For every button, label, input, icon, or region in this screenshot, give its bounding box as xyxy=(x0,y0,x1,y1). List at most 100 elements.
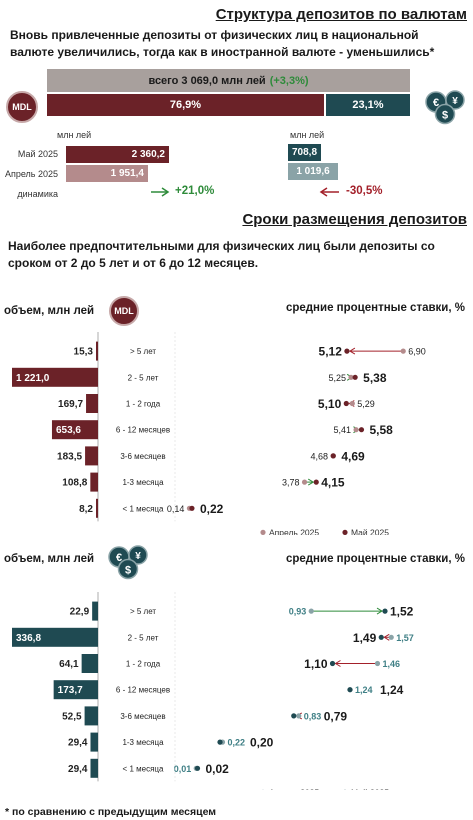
fx-rate-arrowhead xyxy=(383,633,390,641)
mdl-term-chart: 15,3 > 5 лет 1 221,0 2 - 5 лет 169,7 1 - 2 го… xyxy=(12,332,426,535)
mdl-rate-label-may: 5,38 xyxy=(363,371,387,385)
section2-title: Сроки размещения депозитов xyxy=(242,211,467,228)
mdl-volume-label: 653,6 xyxy=(56,425,81,436)
mdl-volume-bar xyxy=(90,472,98,492)
mdl-rate-label-apr: 6,90 xyxy=(408,347,426,357)
mdl-may-bar: 2 360,2 xyxy=(66,146,169,163)
mdl-category-label: > 5 лет xyxy=(130,347,156,356)
mdl-legend-may: Май 2025 xyxy=(351,527,389,535)
fx-rates-title: средние процентные ставки, % xyxy=(285,553,465,565)
mdl-volume-label: 8,2 xyxy=(79,504,93,515)
mdl-rate-label-may: 4,69 xyxy=(341,449,365,463)
section1-lead: Вновь привлеченные депозиты от физически… xyxy=(10,28,435,59)
mdl-legend-apr: Апрель 2025 xyxy=(269,527,319,535)
fx-rate-label-may: 0,79 xyxy=(324,709,348,723)
mdl-rate-arrowhead xyxy=(348,347,356,355)
mdl-rate-dot-apr xyxy=(301,479,308,485)
mdl-badge-icon-2: MDL xyxy=(109,296,139,326)
fx-volume-label: 52,5 xyxy=(62,711,82,722)
mdl-rate-dot-may xyxy=(344,348,350,354)
fx-volume-bar xyxy=(53,680,98,700)
fx-category-label: 1-3 месяца xyxy=(122,738,164,747)
mdl-category-label: 1-3 месяца xyxy=(122,478,164,487)
mdl-volume-label: 108,8 xyxy=(62,478,87,489)
fx-rate-label-may: 1,52 xyxy=(390,605,414,619)
fx-rate-label-apr: 0,93 xyxy=(289,607,307,617)
fx-rate-label-apr: 1,24 xyxy=(355,685,373,695)
currency-coins-icon: € ¥ $ xyxy=(425,90,465,125)
mdl-category-label: < 1 месяца xyxy=(123,504,164,513)
fx-rate-label-apr: 0,22 xyxy=(228,738,246,748)
fx-rate-dot-apr xyxy=(308,608,314,614)
fx-may-value: 708,8 xyxy=(291,147,318,158)
mdl-category-label: 1 - 2 года xyxy=(126,400,161,409)
share-bar-fx: 23,1% xyxy=(326,94,410,116)
mdl-rate-label-apr: 3,78 xyxy=(282,478,300,488)
fx-rate-label-apr: 0,01 xyxy=(174,764,192,774)
mdl-may-value: 2 360,2 xyxy=(131,149,165,160)
mdl-rate-dot-may xyxy=(313,479,319,485)
share-bar-mdl: 76,9% xyxy=(47,94,324,116)
mdl-rate-label-apr: 5,29 xyxy=(357,399,375,409)
fx-volume-bar xyxy=(90,758,98,778)
fx-term-chart: 22,9 > 5 лет 336,8 2 - 5 лет 64,1 1 - 2 года 1… xyxy=(12,592,414,790)
arrow-down-left-icon xyxy=(319,187,339,197)
fx-rate-label-may: 0,20 xyxy=(250,736,274,750)
mdl-volume-bar xyxy=(12,367,98,387)
fx-category-label: 1 - 2 года xyxy=(126,660,161,669)
fx-category-label: < 1 месяца xyxy=(123,764,164,773)
total-bar: всего 3 069,0 млн лей (+3,3%) xyxy=(47,69,410,92)
mdl-rate-label-apr: 4,68 xyxy=(310,451,328,461)
mdl-rate-arrowhead xyxy=(307,478,315,486)
fx-category-label: 6 - 12 месяцев xyxy=(116,686,170,695)
mdl-rate-dot-apr xyxy=(400,348,406,354)
fx-rate-dot-may xyxy=(291,713,297,719)
fx-volume-bar xyxy=(12,627,98,647)
arrow-up-right-icon xyxy=(151,187,170,197)
svg-text:$: $ xyxy=(125,565,131,577)
mdl-rate-dot-may xyxy=(330,453,336,459)
mdl-badge-icon: MDL xyxy=(6,91,38,123)
fx-rate-label-apr: 0,83 xyxy=(304,711,322,721)
svg-text:€: € xyxy=(116,552,122,564)
mdl-volume-label: 15,3 xyxy=(74,347,94,358)
fx-apr-bar: 1 019,6 xyxy=(288,163,338,180)
fx-rate-arrowhead xyxy=(376,607,383,615)
share-mdl-label: 76,9% xyxy=(169,99,202,111)
fx-rate-dot-apr xyxy=(388,634,394,640)
row-may-label: Май 2025 xyxy=(17,149,58,159)
fx-rate-label-may: 1,10 xyxy=(304,657,328,671)
fx-volume-label: 64,1 xyxy=(59,659,79,670)
currency-coins-icon-2: € ¥ $ xyxy=(108,545,148,580)
mdl-category-label: 2 - 5 лет xyxy=(128,373,159,382)
fx-volume-label: 29,4 xyxy=(68,738,88,749)
mdl-rates-title: средние процентные ставки, % xyxy=(285,302,465,314)
mdl-rate-label-may: 0,22 xyxy=(200,502,224,516)
fx-legend-apr: Апрель 2025 xyxy=(269,787,319,790)
row-apr-label: Апрель 2025 xyxy=(4,169,58,179)
mdl-volume-label: 1 221,0 xyxy=(16,373,50,384)
fx-rate-label-may: 0,02 xyxy=(206,762,230,776)
section1-title: Структура депозитов по валютам xyxy=(215,6,467,23)
fx-rate-dot-may xyxy=(329,660,336,667)
mdl-legend-dot-may xyxy=(342,529,348,535)
mdl-rate-label-may: 5,12 xyxy=(319,345,343,359)
fx-dynamics: -30,5% xyxy=(346,185,383,197)
fx-rate-label-may: 1,49 xyxy=(353,631,377,645)
svg-text:$: $ xyxy=(442,110,448,122)
fx-rate-label-apr: 1,46 xyxy=(383,659,401,669)
mdl-volume-ylabel: объем, млн лей xyxy=(4,305,95,317)
fx-may-bar: 708,8 xyxy=(288,144,321,161)
mdl-rate-label-apr: 5,25 xyxy=(329,373,347,383)
fx-rate-dot-may xyxy=(347,687,353,693)
mdl-dynamics: +21,0% xyxy=(175,185,215,197)
mdl-volume-bar xyxy=(86,394,98,413)
fx-rate-dot-may xyxy=(194,765,201,771)
fx-rate-dot-may xyxy=(382,608,388,614)
fx-category-label: 3-6 месяцев xyxy=(120,712,165,721)
fx-category-label: 2 - 5 лет xyxy=(128,633,159,642)
mdl-rate-label-may: 4,15 xyxy=(321,476,345,490)
fx-volume-bar xyxy=(90,732,98,752)
mdl-rate-label-may: 5,10 xyxy=(318,397,342,411)
fx-volume-label: 173,7 xyxy=(58,685,83,696)
